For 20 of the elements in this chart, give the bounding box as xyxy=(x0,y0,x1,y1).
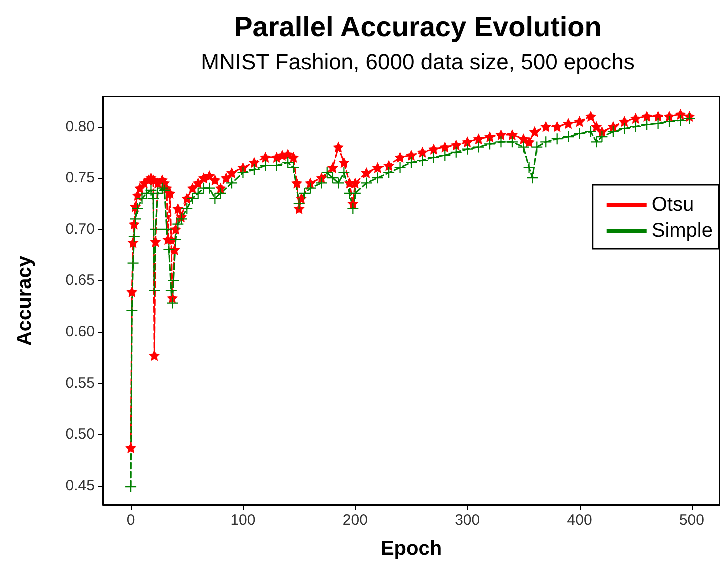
x-tick-label: 300 xyxy=(455,512,480,529)
x-tick-label: 500 xyxy=(679,512,704,529)
legend-label: Otsu xyxy=(652,194,694,216)
x-tick-label: 100 xyxy=(230,512,256,529)
legend-label: Simple xyxy=(652,220,714,242)
y-axis-title: Accuracy xyxy=(14,255,36,346)
y-tick-label: 0.80 xyxy=(66,118,95,136)
x-tick-label: 0 xyxy=(126,512,136,529)
y-tick-label: 0.50 xyxy=(66,426,95,444)
x-tick-label: 400 xyxy=(567,512,592,529)
chart-subtitle: MNIST Fashion, 6000 data size, 500 epochs xyxy=(201,50,635,74)
x-axis-title: Epoch xyxy=(380,538,442,560)
chart-title: Parallel Accuracy Evolution xyxy=(234,12,602,42)
y-tick-label: 0.45 xyxy=(66,478,95,495)
y-tick-label: 0.55 xyxy=(66,374,95,392)
x-tick-label: 200 xyxy=(342,512,368,529)
y-tick-label: 0.75 xyxy=(66,170,95,187)
y-tick-label: 0.65 xyxy=(66,272,95,290)
y-tick-label: 0.60 xyxy=(66,324,95,341)
y-tick-label: 0.70 xyxy=(66,220,95,238)
